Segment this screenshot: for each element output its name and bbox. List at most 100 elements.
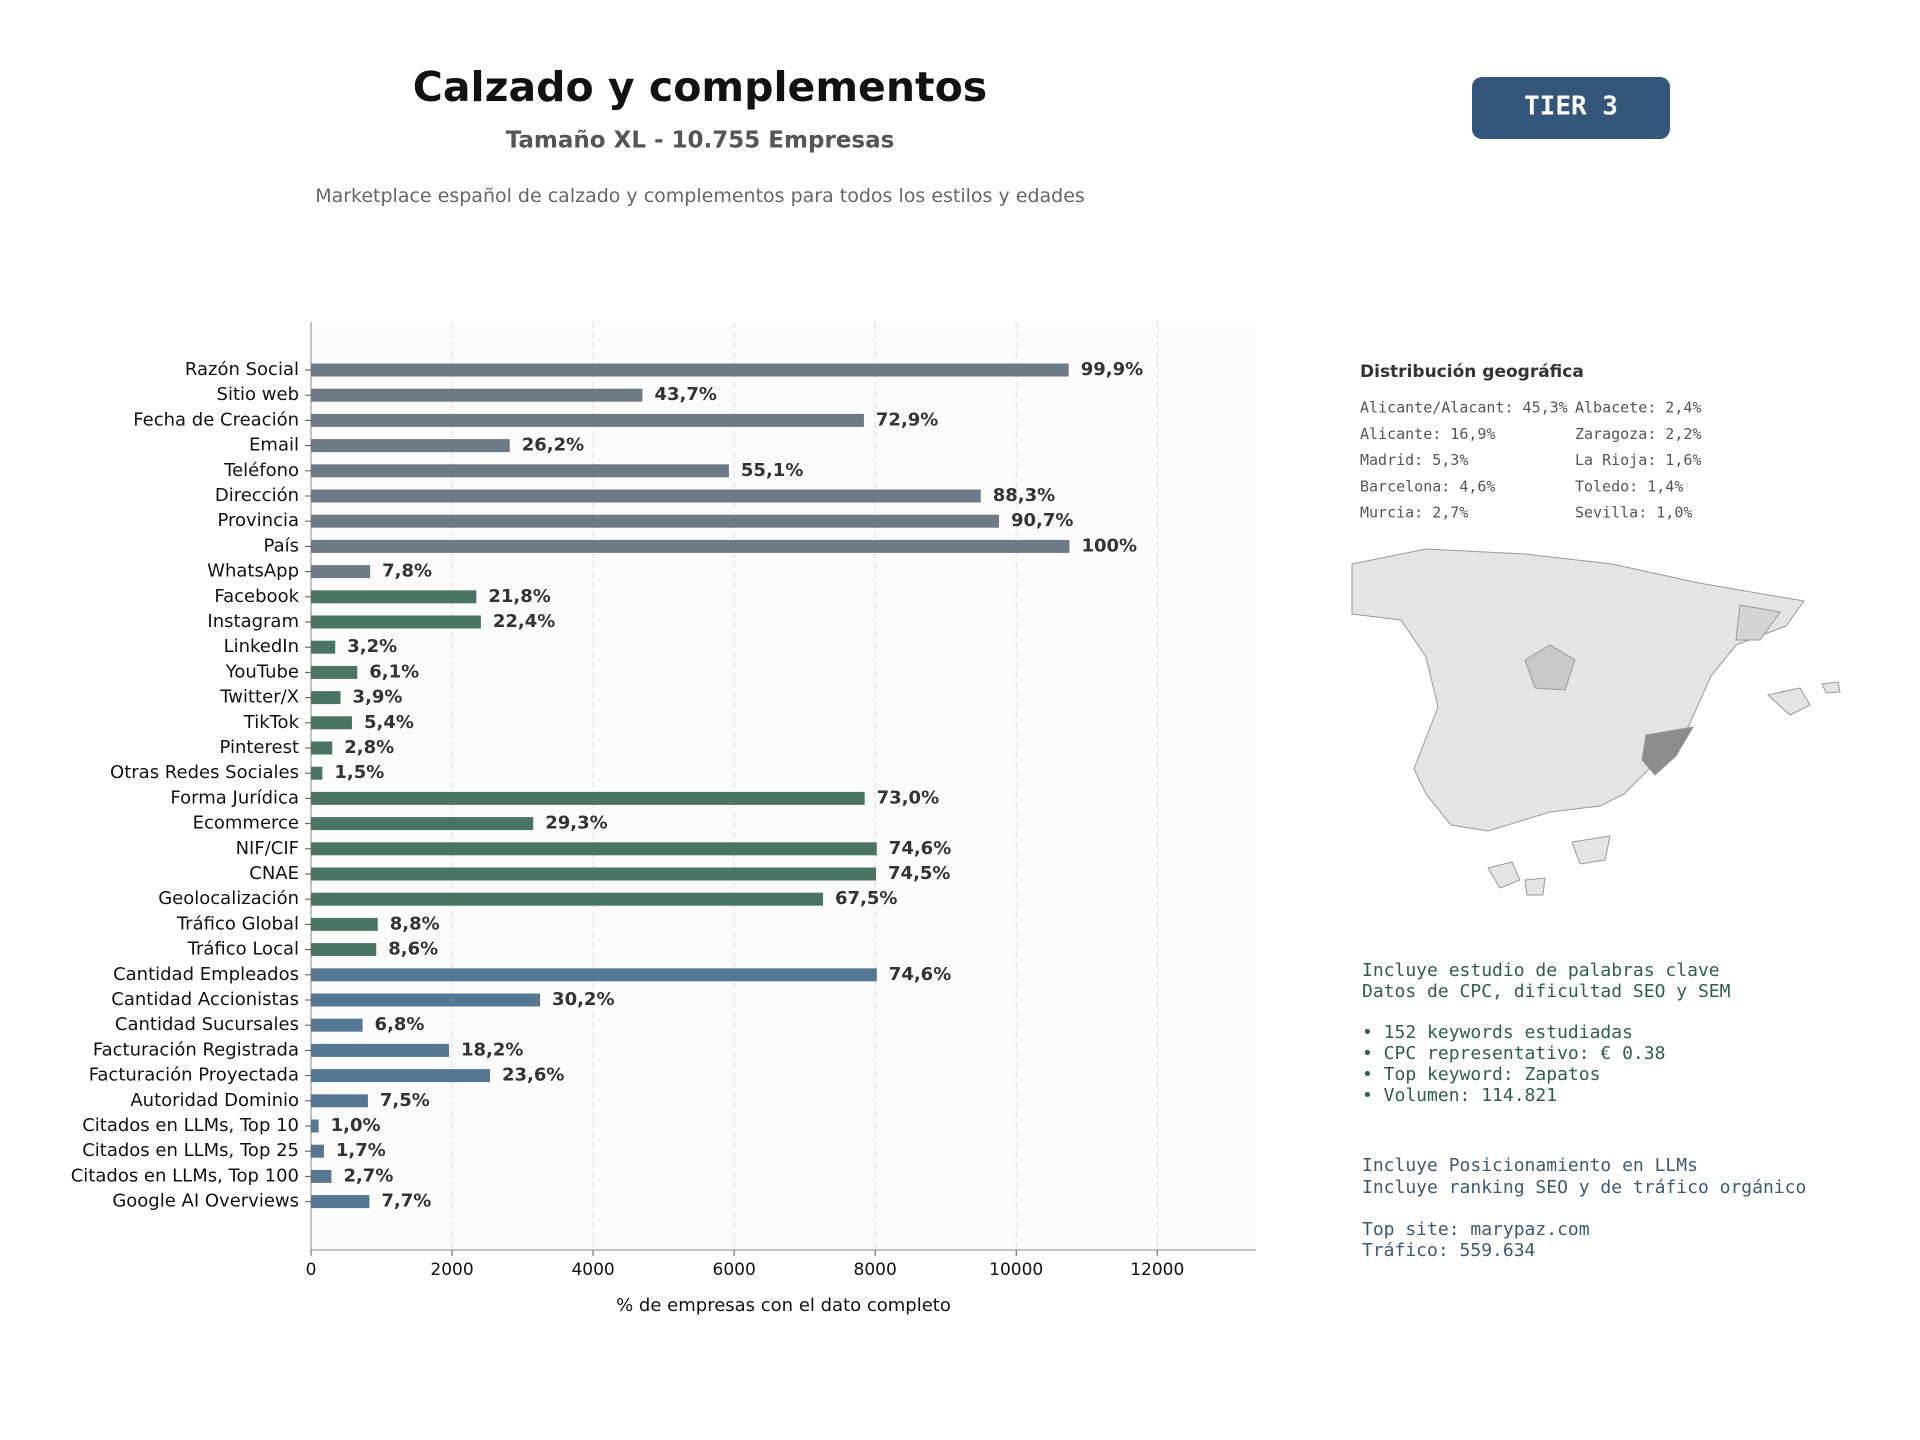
y-tick-label: Cantidad Empleados (113, 964, 299, 985)
bar (311, 1069, 490, 1083)
value-label: 5,4% (364, 712, 414, 733)
bar (311, 539, 1070, 553)
y-tick-label: Dirección (215, 485, 299, 506)
bar (311, 741, 333, 755)
subtitle: Tamaño XL - 10.755 Empresas (506, 128, 895, 154)
value-label: 3,2% (347, 636, 397, 657)
map-canarias-2 (1571, 835, 1611, 865)
bar (311, 439, 510, 453)
y-tick-label: Cantidad Sucursales (115, 1014, 299, 1035)
map (1351, 548, 1841, 896)
value-label: 3,9% (353, 687, 403, 708)
value-label: 21,8% (488, 586, 550, 607)
llm-line: Incluye Posicionamiento en LLMs (1362, 1155, 1698, 1176)
bar (311, 565, 371, 579)
description: Marketplace español de calzado y complem… (315, 185, 1085, 207)
geo-title: Distribución geográfica (1360, 362, 1584, 382)
bar (311, 691, 341, 705)
value-label: 2,7% (343, 1165, 393, 1186)
value-label: 2,8% (344, 737, 394, 758)
value-label: 29,3% (545, 813, 607, 834)
x-tick-label: 10000 (989, 1260, 1043, 1280)
y-tick-label: Email (249, 435, 299, 456)
bar (311, 1094, 368, 1108)
y-tick-label: CNAE (249, 863, 299, 884)
value-label: 30,2% (552, 989, 614, 1010)
y-tick-label: Instagram (207, 611, 299, 632)
y-tick-label: TikTok (243, 712, 300, 733)
geo-item: Alicante/Alacant: 45,3% (1360, 399, 1568, 417)
y-tick-label: Teléfono (223, 460, 299, 481)
y-tick-label: Tráfico Global (176, 913, 299, 934)
value-label: 67,5% (835, 888, 897, 909)
y-tick-label: Twitter/X (219, 687, 299, 708)
y-tick-label: YouTube (225, 661, 299, 682)
bar (311, 842, 877, 856)
value-label: 74,6% (889, 838, 951, 859)
x-tick-label: 8000 (854, 1260, 897, 1280)
value-label: 1,5% (334, 762, 384, 783)
x-tick-label: 0 (306, 1260, 317, 1280)
keyword-line: • Top keyword: Zapatos (1362, 1064, 1600, 1085)
bar (311, 817, 534, 831)
value-label: 1,7% (336, 1140, 386, 1161)
bar (311, 1043, 450, 1057)
value-label: 22,4% (493, 611, 555, 632)
map-barcelona (1735, 604, 1781, 641)
value-label: 1,0% (331, 1115, 381, 1136)
map-spain (1351, 548, 1805, 832)
value-label: 73,0% (877, 787, 939, 808)
value-label: 88,3% (993, 485, 1055, 506)
map-alicante (1641, 726, 1694, 776)
tier-label: TIER 3 (1524, 92, 1618, 122)
y-tick-label: Facebook (214, 586, 299, 607)
map-baleares (1766, 687, 1811, 716)
geo-item: Zaragoza: 2,2% (1575, 425, 1701, 443)
bar (311, 590, 477, 604)
y-tick-label: LinkedIn (224, 636, 299, 657)
value-label: 55,1% (741, 460, 803, 481)
y-tick-label: Geolocalización (158, 888, 299, 909)
bar (311, 464, 729, 478)
y-tick-label: Citados en LLMs, Top 100 (71, 1165, 299, 1186)
llm-line: Incluye ranking SEO y de tráfico orgánic… (1362, 1177, 1806, 1198)
x-axis-label: % de empresas con el dato completo (616, 1295, 951, 1316)
y-tick-label: Fecha de Creación (133, 409, 299, 430)
llm-line: Top site: marypaz.com (1362, 1219, 1590, 1240)
x-tick-label: 12000 (1130, 1260, 1184, 1280)
value-label: 7,5% (380, 1090, 430, 1111)
map-canarias (1487, 861, 1521, 889)
bar (311, 716, 352, 730)
y-tick-label: NIF/CIF (236, 838, 299, 859)
bar (311, 363, 1069, 377)
y-tick-label: Sitio web (217, 384, 299, 405)
bar (311, 867, 877, 881)
keyword-line: • CPC representativo: € 0.38 (1362, 1043, 1665, 1064)
keyword-line: Datos de CPC, dificultad SEO y SEM (1362, 981, 1731, 1002)
bar (311, 640, 336, 654)
bar (311, 993, 541, 1007)
geo-item: Alicante: 16,9% (1360, 425, 1495, 443)
value-label: 26,2% (522, 435, 584, 456)
y-tick-label: Forma Jurídica (170, 787, 299, 808)
bar (311, 791, 865, 805)
value-label: 7,8% (382, 561, 432, 582)
y-tick-label: Otras Redes Sociales (110, 762, 299, 783)
bar (311, 892, 823, 906)
y-tick-label: Provincia (217, 510, 299, 531)
bar (311, 489, 981, 503)
value-label: 74,6% (889, 964, 951, 985)
value-label: 23,6% (502, 1065, 564, 1086)
geo-item: Madrid: 5,3% (1360, 451, 1468, 469)
map-canarias-3 (1524, 877, 1546, 896)
bar (311, 665, 358, 679)
x-tick-label: 6000 (713, 1260, 756, 1280)
value-label: 90,7% (1011, 510, 1073, 531)
x-tick-label: 4000 (571, 1260, 614, 1280)
y-tick-label: Citados en LLMs, Top 10 (82, 1115, 299, 1136)
x-tick-label: 2000 (430, 1260, 473, 1280)
y-tick-label: Pinterest (219, 737, 299, 758)
value-label: 7,7% (381, 1191, 431, 1212)
bar (311, 1169, 332, 1183)
